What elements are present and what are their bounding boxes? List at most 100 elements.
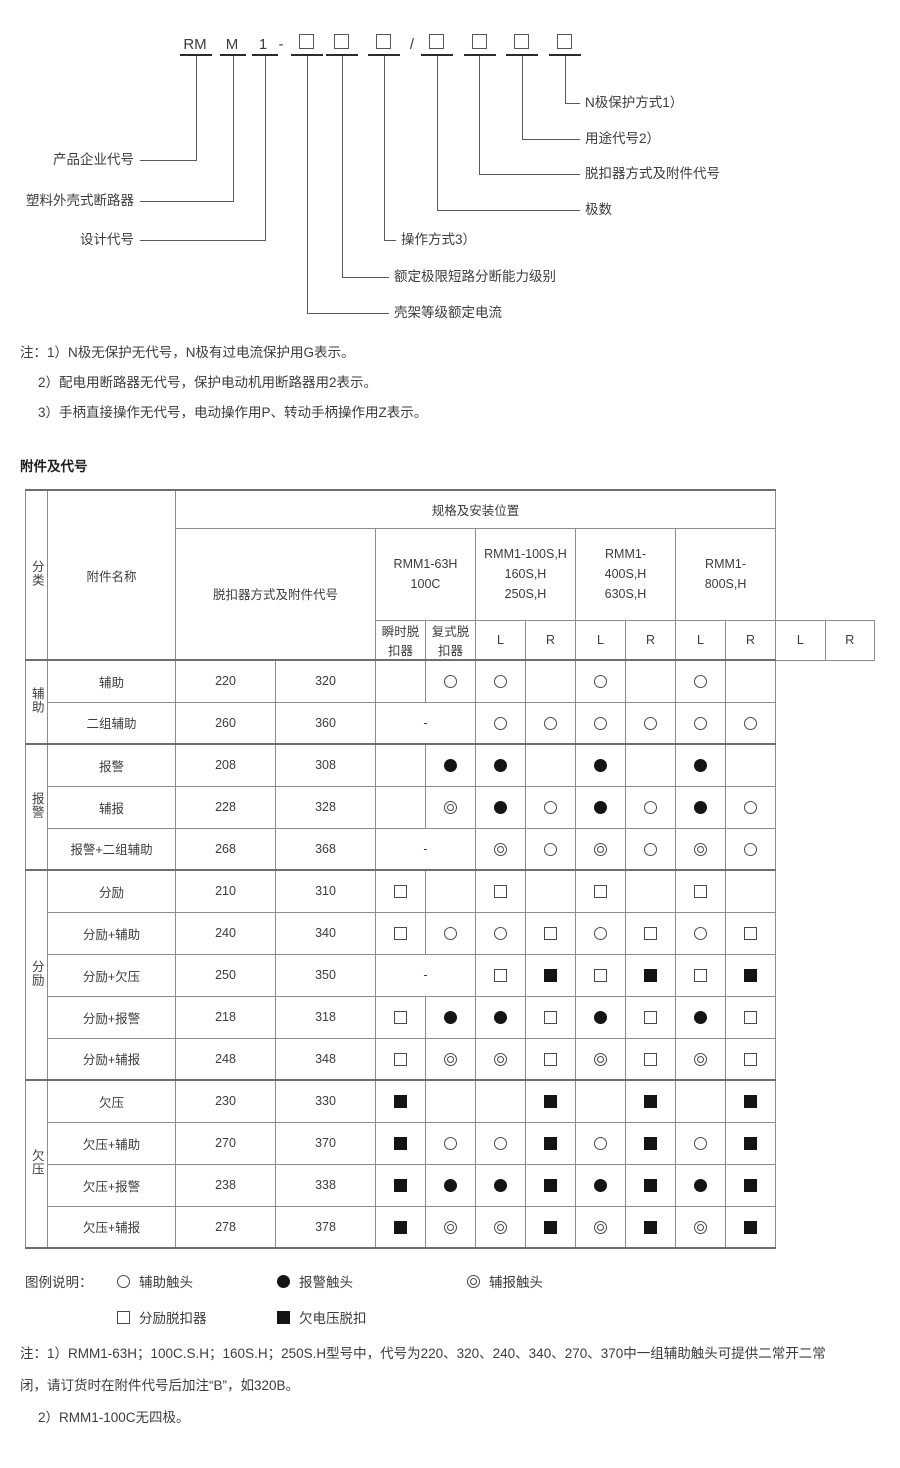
header-lr-r: R — [625, 619, 676, 661]
aux-contact-icon — [594, 716, 607, 730]
category-label: 欠压 — [29, 1149, 44, 1176]
spec-cell — [475, 869, 526, 913]
accessory-name-cell: 报警 — [47, 743, 176, 787]
compound-trip-code: 330 — [275, 1079, 376, 1123]
spec-cell — [675, 1079, 726, 1123]
label-poles: 极数 — [585, 202, 612, 217]
accessory-name-cell: 二组辅助 — [47, 701, 176, 745]
aux-contact-icon — [694, 716, 707, 730]
spec-cell — [675, 1205, 726, 1249]
shunt-trip-icon — [694, 885, 707, 899]
underbar-n-pole — [549, 54, 581, 56]
spec-cell — [525, 1079, 576, 1123]
alarm-contact-icon — [444, 1179, 457, 1193]
compound-trip-code: 340 — [275, 911, 376, 955]
accessory-name-cell: 欠压+报警 — [47, 1163, 176, 1207]
alarm-contact-icon — [594, 759, 607, 773]
spec-cell — [475, 827, 526, 871]
model-line: RMM1-63H — [393, 557, 458, 571]
accessory-name-cell: 辅报 — [47, 785, 176, 829]
code-box-n-pole — [557, 34, 572, 49]
shunt-trip-icon — [494, 885, 507, 899]
spec-cell — [675, 911, 726, 955]
spec-cell — [525, 953, 576, 997]
aux-contact-icon — [694, 927, 707, 941]
spec-cell — [625, 1205, 676, 1249]
code-box-operation-mode — [376, 34, 391, 49]
aux-contact-icon — [494, 716, 507, 730]
table-row: 欠压 欠压 230 330 — [25, 1079, 875, 1249]
spec-cell — [724, 1037, 777, 1081]
leader-vline-poles — [437, 56, 438, 210]
label-breaking-capacity: 额定极限短路分断能力级别 — [394, 269, 556, 284]
instant-trip-code: 240 — [175, 911, 276, 955]
code-token-1: 1 — [258, 36, 268, 53]
underbar-trip-accessory — [464, 54, 496, 56]
spec-cell — [625, 995, 676, 1039]
underbar-frame-current — [291, 54, 323, 56]
leader-vline-enterprise-code — [196, 56, 197, 160]
shunt-trip-icon — [644, 927, 657, 941]
spec-cell — [675, 827, 726, 871]
compound-trip-code: 308 — [275, 743, 376, 787]
undervoltage-trip-icon — [544, 1179, 557, 1193]
aux-contact-icon — [694, 1137, 707, 1151]
legend-row-2: 分励脱扣器 欠电压脱扣 — [25, 1299, 875, 1335]
aux-contact-icon — [644, 801, 657, 815]
compound-trip-code: 350 — [275, 953, 376, 997]
legend-label: 辅报触头 — [489, 1275, 543, 1290]
spec-cell — [525, 1121, 576, 1165]
spec-cell — [724, 1121, 777, 1165]
aux-contact-icon — [544, 716, 557, 730]
model-line: RMM1-100S,H — [484, 547, 567, 561]
alarm-contact-icon — [277, 1274, 290, 1288]
alarm-contact-icon — [494, 801, 507, 815]
aux-contact-icon — [644, 842, 657, 856]
shunt-trip-icon — [544, 927, 557, 941]
spec-cell — [425, 1205, 476, 1249]
spec-cell — [625, 785, 676, 829]
instant-trip-code: 210 — [175, 869, 276, 913]
model-code-row: RM M 1 - / — [0, 32, 900, 66]
legend-item-auxalarm: 辅报触头 — [467, 1271, 543, 1291]
label-operation-mode: 操作方式3） — [401, 232, 477, 247]
category-label: 辅助 — [29, 687, 44, 714]
label-frame-current: 壳架等级额定电流 — [394, 305, 502, 320]
table-row: 报警 报警 208 308 — [25, 743, 875, 871]
spec-cell — [375, 785, 426, 829]
accessory-code-table: 分类 附件名称 规格及安装位置 脱扣器方式及附件代号 RMM1-63H 100C… — [25, 489, 876, 1249]
aux-contact-icon — [744, 842, 758, 856]
accessory-name-cell: 欠压 — [47, 1079, 176, 1123]
spec-cell — [475, 1079, 526, 1123]
alarm-contact-icon — [594, 1179, 607, 1193]
spec-cell — [625, 1037, 676, 1081]
spec-cell — [375, 995, 426, 1039]
header-lr-l: L — [675, 619, 726, 661]
spec-cell — [575, 1163, 626, 1207]
spec-cell — [625, 1163, 676, 1207]
header-accessory-name: 附件名称 — [47, 489, 176, 661]
spec-cell — [475, 911, 526, 955]
shunt-trip-icon — [594, 885, 607, 899]
underbar-rm — [180, 54, 212, 56]
alarm-contact-icon — [444, 1011, 457, 1025]
row-group-category: 欠压 — [25, 1079, 48, 1249]
aux-alarm-contact-icon — [444, 801, 457, 815]
instant-trip-code: 238 — [175, 1163, 276, 1207]
model-line: 800S,H — [704, 577, 747, 591]
spec-cell — [475, 1037, 526, 1081]
spec-cell — [425, 1121, 476, 1165]
label-enterprise-code: 产品企业代号 — [53, 152, 134, 167]
spec-cell — [525, 1163, 576, 1207]
aux-contact-icon — [594, 927, 607, 941]
alarm-contact-icon — [444, 759, 457, 773]
header-model-400-630: RMM1- 400S,H 630S,H — [575, 527, 676, 621]
undervoltage-trip-icon — [394, 1179, 407, 1193]
leader-hline-frame-current — [307, 313, 389, 314]
instant-trip-code: 208 — [175, 743, 276, 787]
table-row: 辅助 辅助 220 320 — [25, 659, 875, 745]
compound-trip-code: 320 — [275, 659, 376, 703]
code-box-usage — [514, 34, 529, 49]
spec-cell — [724, 785, 777, 829]
spec-cell — [375, 911, 426, 955]
